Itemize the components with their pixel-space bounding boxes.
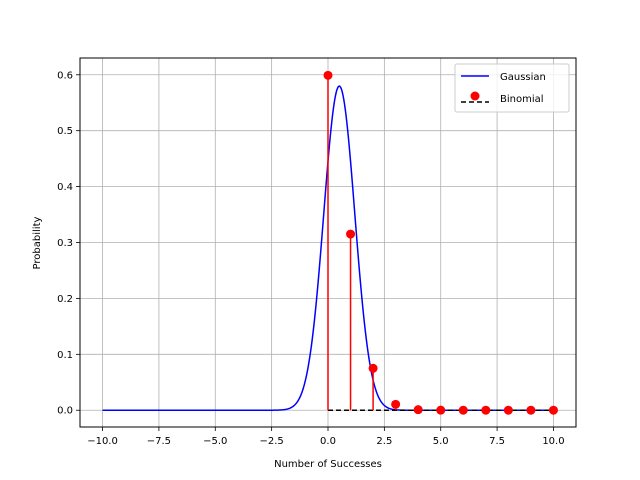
x-tick-label: 7.5 [489,436,505,447]
y-axis-label: Probability [32,216,43,269]
x-tick-label: −7.5 [147,436,171,447]
binomial-point [346,229,356,239]
binomial-point [548,405,558,415]
binomial-point [436,405,446,415]
binomial-point [526,405,536,415]
legend: Gaussian Binomial [454,63,570,113]
legend-binomial-label: Binomial [500,94,544,105]
x-tick-label: 10.0 [542,436,564,447]
x-tick-label: −5.0 [203,436,227,447]
legend-gaussian-label: Gaussian [500,72,546,83]
x-tick-label: 5.0 [433,436,449,447]
binomial-point [458,405,468,415]
y-tick-label: 0.0 [57,406,73,417]
binomial-point [323,70,333,80]
y-tick-label: 0.5 [57,126,73,137]
x-tick-label: −2.5 [259,436,283,447]
y-tick-label: 0.3 [57,238,73,249]
y-tick-label: 0.2 [57,294,73,305]
x-tick-label: −10.0 [87,436,118,447]
x-axis-label: Number of Successes [274,459,382,470]
binomial-point [368,363,378,373]
plot-area [102,70,558,415]
y-tick-label: 0.1 [57,350,73,361]
axis-ticks: −10.0 −7.5 −5.0 −2.5 0.0 2.5 5.0 7.5 10.0 0.0 0.1 0… [57,70,564,447]
binomial-point [413,405,423,415]
y-tick-label: 0.6 [57,70,73,81]
x-tick-label: 0.0 [320,436,336,447]
binomial-point [503,405,513,415]
y-tick-label: 0.4 [57,182,73,193]
binomial-point [391,399,401,409]
x-tick-label: 2.5 [376,436,392,447]
binomial-point [481,405,491,415]
legend-binomial-marker [470,91,480,101]
